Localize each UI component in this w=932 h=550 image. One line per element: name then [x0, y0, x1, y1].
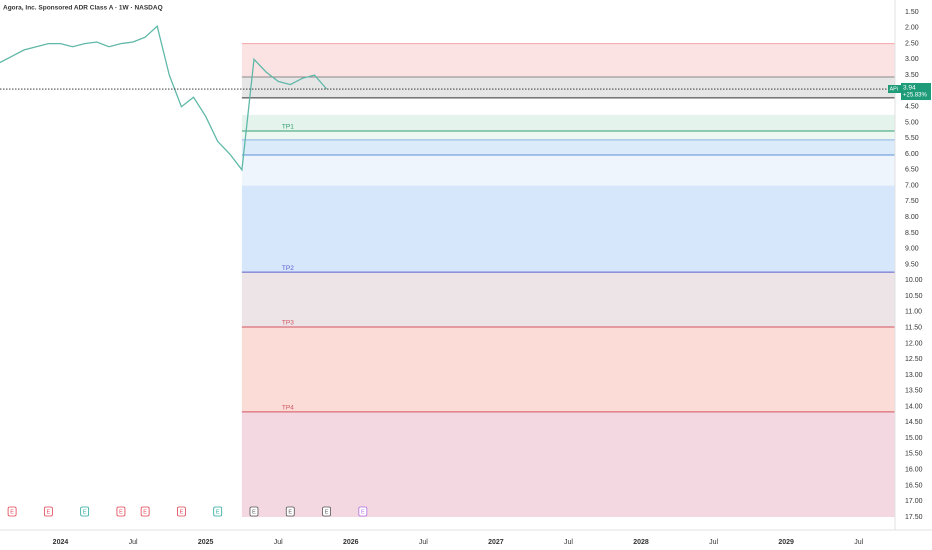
event-label: E [119, 509, 123, 515]
y-tick-label: 15.00 [905, 435, 923, 442]
y-tick-label: 7.50 [905, 198, 919, 205]
price-tag [901, 83, 931, 101]
last-change-label: +25.83% [903, 93, 928, 99]
y-tick-label: 1.50 [905, 9, 919, 16]
target-zone [241, 154, 895, 186]
target-zone [241, 272, 895, 327]
ticker-label: APi [890, 86, 899, 92]
price-line [0, 24, 328, 172]
x-tick-label: 2029 [778, 539, 794, 546]
x-tick-label: Jul [564, 539, 573, 546]
y-tick-label: 5.00 [905, 119, 919, 126]
ticker-tag [888, 85, 901, 94]
level-label: TP1 [282, 124, 294, 131]
x-tick-label: Jul [419, 539, 428, 546]
y-tick-label: 3.50 [905, 72, 919, 79]
y-tick-label: 3.00 [905, 56, 919, 63]
event-marker [43, 506, 53, 517]
level-label: TP4 [282, 405, 294, 412]
event-marker [322, 506, 331, 517]
y-tick-label: 9.50 [905, 261, 919, 268]
event-label: E [252, 509, 256, 515]
x-tick-label: Jul [854, 539, 863, 546]
y-tick-label: 5.50 [905, 135, 919, 142]
y-tick-label: 16.00 [905, 467, 923, 474]
event-label: E [47, 509, 51, 515]
y-tick-label: 4.50 [905, 104, 919, 111]
target-zone [241, 411, 895, 517]
event-marker [116, 506, 126, 517]
y-tick-label: 14.50 [905, 419, 923, 426]
event-marker [358, 506, 368, 517]
event-label: E [325, 509, 329, 515]
x-tick-label: 2024 [53, 539, 69, 546]
y-tick-label: 8.50 [905, 230, 919, 237]
y-tick-label: 6.50 [905, 167, 919, 174]
y-tick-label: 2.50 [905, 40, 919, 47]
y-tick-label: 12.50 [905, 356, 923, 363]
event-label: E [361, 509, 365, 515]
y-tick-label: 14.00 [905, 403, 923, 410]
y-tick-label: 17.50 [905, 514, 923, 521]
target-zone [241, 185, 895, 273]
y-tick-label: 2.00 [905, 25, 919, 32]
event-marker [7, 506, 17, 517]
event-label: E [180, 509, 184, 515]
y-tick-label: 13.00 [905, 372, 923, 379]
y-tick-label: 7.00 [905, 182, 919, 189]
y-tick-label: 15.50 [905, 451, 923, 458]
y-tick-label: 9.00 [905, 246, 919, 253]
x-tick-label: Jul [274, 539, 283, 546]
plot [0, 24, 895, 172]
y-tick-label: 10.50 [905, 293, 923, 300]
x-tick-label: 2025 [198, 539, 214, 546]
level-label: TP3 [282, 320, 294, 327]
event-label: E [10, 509, 14, 515]
event-marker [80, 506, 90, 517]
y-tick-label: 10.00 [905, 277, 923, 284]
y-tick-label: 11.00 [905, 309, 922, 316]
event-label: E [143, 509, 147, 515]
zones: TP1 TP2 TP3 TP4 [241, 43, 895, 517]
event-marker [285, 506, 295, 517]
event-marker [213, 506, 223, 517]
x-tick-label: Jul [129, 539, 138, 546]
target-zone [241, 326, 895, 412]
y-tick-label: 6.00 [905, 151, 919, 158]
event-marker [177, 506, 186, 517]
y-tick-label: 17.00 [905, 498, 923, 505]
y-tick-label: 11.50 [905, 324, 922, 331]
y-tick-label: 12.00 [905, 340, 923, 347]
y-tick-label: 16.50 [905, 482, 923, 489]
event-marker [140, 506, 150, 517]
event-marker [249, 506, 259, 517]
x-tick-label: 2027 [488, 539, 504, 546]
event-label: E [288, 509, 292, 515]
event-label: E [216, 509, 220, 515]
y-tick-label: 8.00 [905, 214, 919, 221]
target-zone [241, 130, 895, 140]
event-label: E [83, 509, 87, 515]
x-tick-label: 2028 [633, 539, 649, 546]
chart-title: Agora, Inc. Sponsored ADR Class A · 1W ·… [3, 5, 163, 12]
x-tick-label: 2026 [343, 539, 359, 546]
x-tick-label: Jul [709, 539, 718, 546]
target-zone [241, 139, 895, 155]
level-label: TP2 [282, 265, 294, 272]
target-zone [241, 114, 895, 131]
target-zone [241, 77, 895, 98]
last-price-label: 3.94 [903, 85, 916, 92]
target-zone [241, 43, 895, 78]
y-tick-label: 13.50 [905, 388, 923, 395]
